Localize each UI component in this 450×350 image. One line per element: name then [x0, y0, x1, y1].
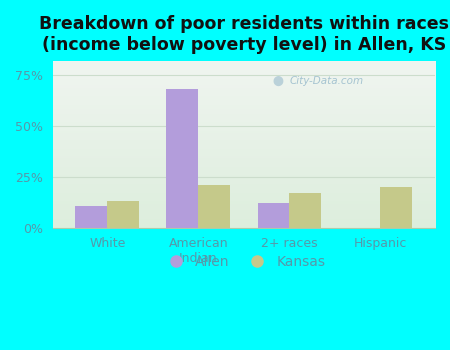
Bar [289, 193, 321, 228]
Text: ⬤: ⬤ [273, 76, 284, 86]
Title: Breakdown of poor residents within races
(income below poverty level) in Allen, : Breakdown of poor residents within races… [39, 15, 449, 54]
Bar [108, 201, 139, 228]
Bar [166, 89, 198, 228]
Bar [76, 206, 108, 228]
Bar [380, 187, 412, 228]
Bar [198, 185, 230, 228]
Text: City-Data.com: City-Data.com [290, 76, 364, 86]
Legend: Allen, Kansas: Allen, Kansas [156, 249, 332, 274]
Bar [257, 203, 289, 228]
